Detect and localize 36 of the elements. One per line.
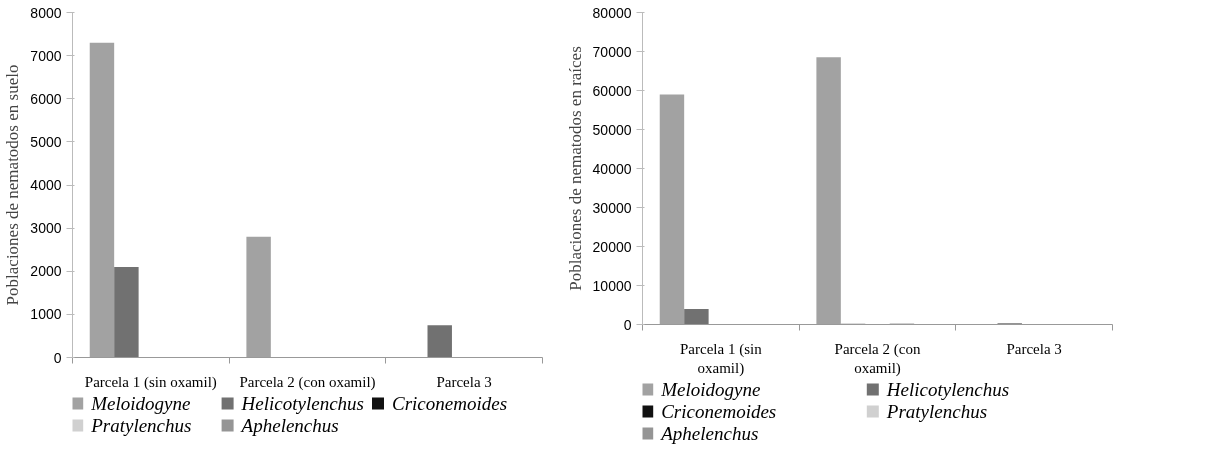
y-tick-label: 40000 <box>592 160 632 177</box>
y-tick-label: 80000 <box>592 4 632 21</box>
legend-label: Helicotylenchus <box>240 393 365 414</box>
y-tick-label: 7000 <box>30 47 62 64</box>
x-tick-label: Parcela 2 (con oxamil) <box>834 340 921 377</box>
x-tick-label: Parcela 3 <box>436 373 492 390</box>
y-tick-label: 4000 <box>30 177 62 193</box>
x-tick-label: Parcela 1 (sin oxamil) <box>680 340 763 377</box>
y-tick-label: 8000 <box>30 4 62 21</box>
legend-label: Criconemoides <box>661 401 777 422</box>
x-tick-label: Parcela 2 (con oxamil) <box>239 373 376 391</box>
legend-label: Pratylenchus <box>90 415 192 436</box>
y-tick-label: 0 <box>623 316 632 333</box>
y-tick-label: 50000 <box>592 121 632 138</box>
legend-label: Meloidogyne <box>660 379 761 400</box>
y-tick-label: 60000 <box>592 82 632 99</box>
y-tick-label: 3000 <box>30 220 62 237</box>
y-tick-label: 10000 <box>592 277 632 294</box>
y-tick-label: 2000 <box>30 263 62 280</box>
y-tick-label: 70000 <box>592 43 632 60</box>
y-tick-label: 0 <box>53 349 62 366</box>
y-axis-title: Poblaciones de nematodos en suelo <box>3 64 23 306</box>
legend-label: Aphelenchus <box>659 423 759 444</box>
x-tick-label: Parcela 1 (sin oxamil) <box>84 373 217 391</box>
y-tick-label: 1000 <box>30 306 62 323</box>
y-tick-label: 5000 <box>30 133 62 150</box>
legend-label: Criconemoides <box>392 393 508 414</box>
y-tick-label: 20000 <box>592 238 632 255</box>
y-axis-title: Poblaciones de nematodos en raíces <box>565 46 585 291</box>
legend-label: Helicotylenchus <box>885 379 1010 400</box>
x-tick-label: Parcela 3 <box>1006 340 1062 357</box>
legend-label: Aphelenchus <box>239 415 339 436</box>
y-tick-label: 30000 <box>592 199 632 216</box>
legend-label: Meloidogyne <box>90 393 191 414</box>
y-tick-label: 6000 <box>30 90 62 107</box>
legend-label: Pratylenchus <box>885 401 988 422</box>
